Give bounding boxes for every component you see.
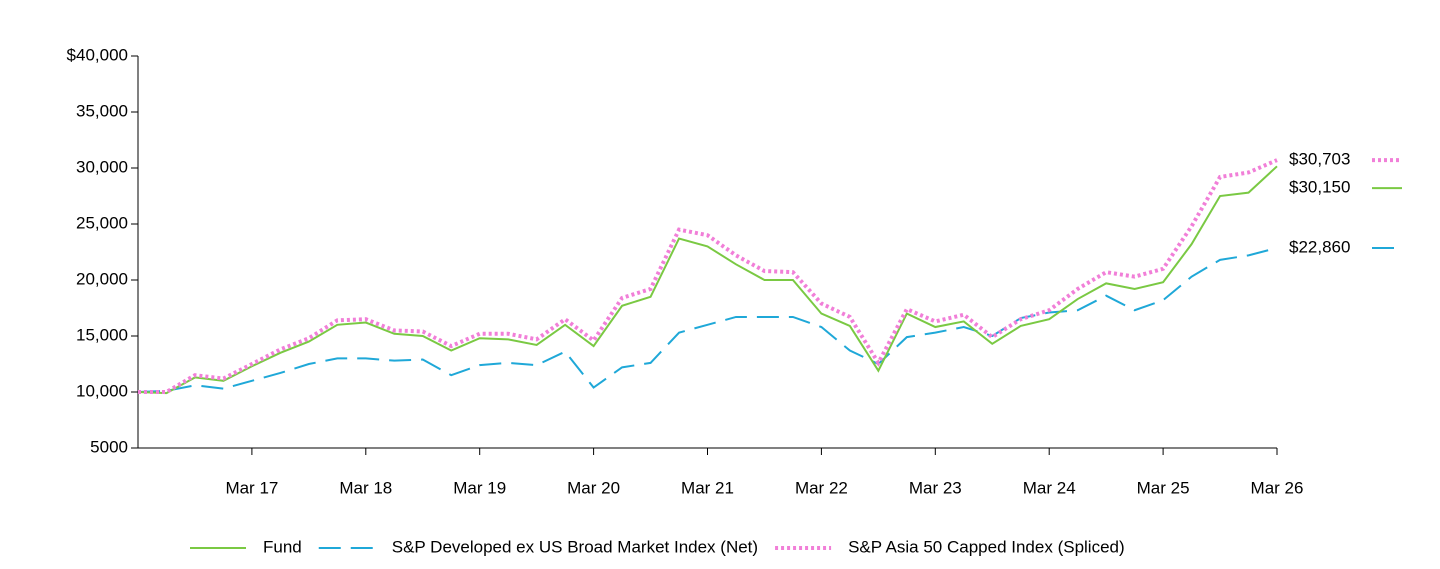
legend-label: S&P Asia 50 Capped Index (Spliced) xyxy=(848,537,1125,556)
x-tick-label: Mar 17 xyxy=(225,478,278,497)
legend-label: S&P Developed ex US Broad Market Index (… xyxy=(392,537,758,556)
end-label: $22,860 xyxy=(1289,237,1350,256)
x-tick-label: Mar 18 xyxy=(339,478,392,497)
y-tick-label: 5000 xyxy=(90,437,128,456)
x-tick-label: Mar 26 xyxy=(1251,478,1304,497)
y-tick-label: 30,000 xyxy=(76,157,128,176)
end-label: $30,150 xyxy=(1289,178,1350,197)
y-tick-label: 20,000 xyxy=(76,269,128,288)
x-tick-label: Mar 25 xyxy=(1137,478,1190,497)
series-line xyxy=(137,165,1278,395)
end-label: $30,703 xyxy=(1289,150,1350,169)
y-tick-label: 25,000 xyxy=(76,213,128,232)
x-tick-label: Mar 22 xyxy=(795,478,848,497)
x-tick-label: Mar 23 xyxy=(909,478,962,497)
series-line xyxy=(138,158,1278,394)
y-tick-label: 10,000 xyxy=(76,381,128,400)
x-tick-label: Mar 20 xyxy=(567,478,620,497)
y-tick-label: 35,000 xyxy=(76,101,128,120)
x-tick-label: Mar 21 xyxy=(681,478,734,497)
y-tick-label: $40,000 xyxy=(67,45,128,64)
x-tick-label: Mar 24 xyxy=(1023,478,1076,497)
legend-label: Fund xyxy=(263,537,302,556)
y-tick-label: 15,000 xyxy=(76,325,128,344)
x-tick-label: Mar 19 xyxy=(453,478,506,497)
series-line xyxy=(137,247,1278,393)
